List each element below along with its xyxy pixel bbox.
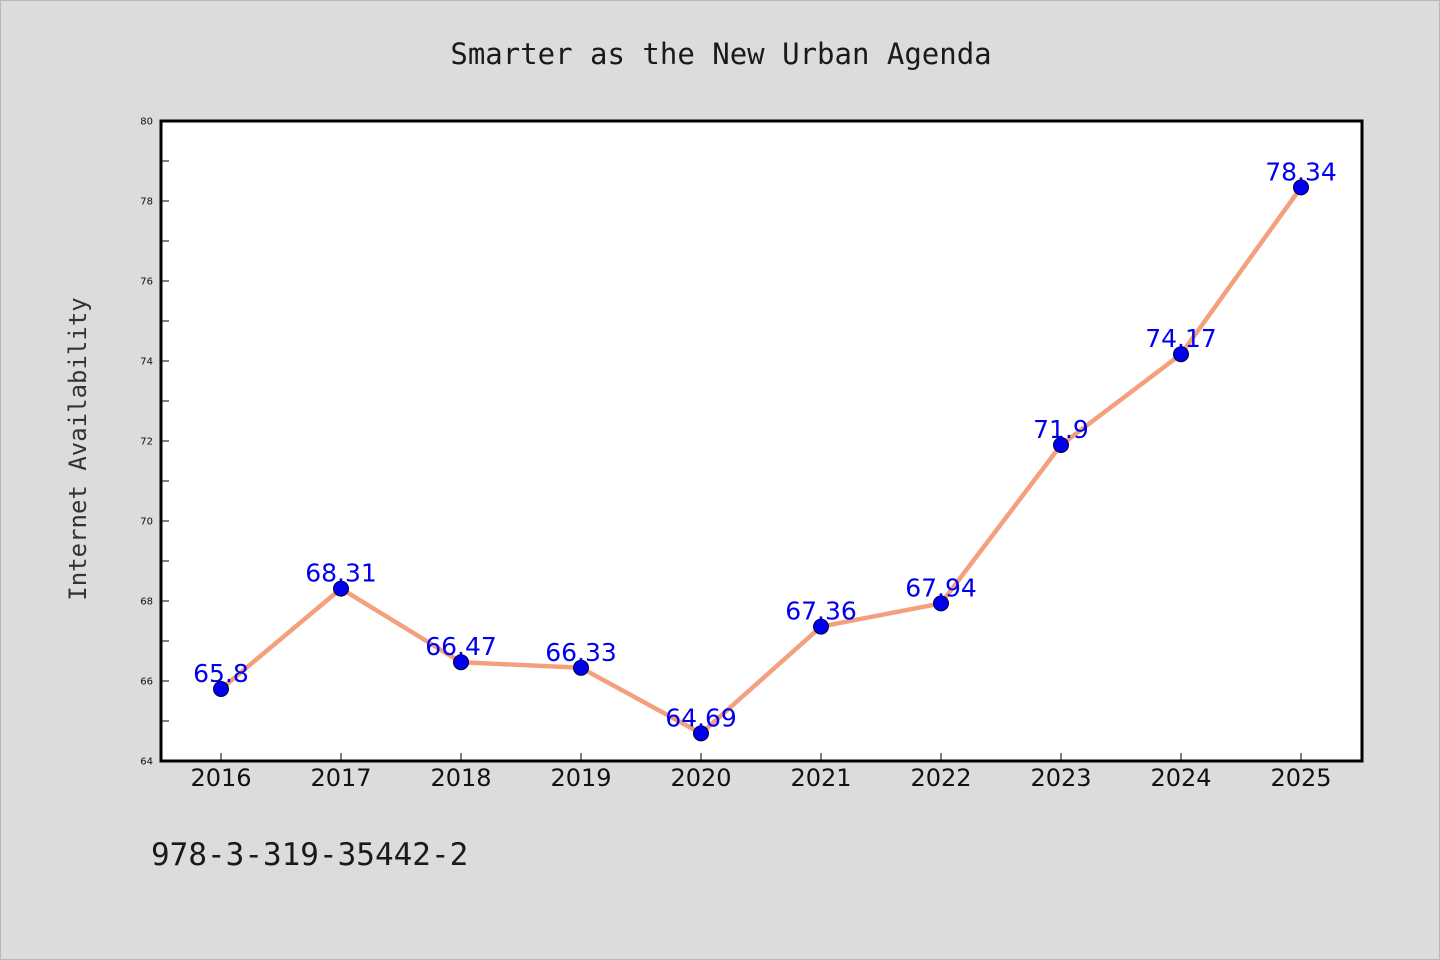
data-value-label: 65.8 (193, 659, 249, 688)
data-value-label: 64.69 (665, 703, 737, 732)
y-tick-label: 78 (140, 197, 153, 208)
plot-frame (159, 119, 1364, 763)
x-tick-label: 2017 (310, 764, 371, 792)
x-tick-label: 2025 (1270, 764, 1331, 792)
data-value-label: 66.47 (425, 632, 497, 661)
y-tick-label: 72 (140, 437, 153, 448)
x-tick-label: 2018 (430, 764, 491, 792)
data-point (1293, 179, 1309, 196)
data-point (1173, 346, 1189, 363)
x-axis-ticks: 2016 2017 2018 2019 2020 2021 2022 2023 2024 2025 (190, 753, 1332, 792)
data-value-label: 67.94 (905, 573, 977, 602)
data-point (813, 618, 829, 635)
x-tick-label: 2021 (790, 764, 851, 792)
y-tick-label: 80 (140, 117, 153, 128)
data-value-label: 67.36 (785, 597, 857, 626)
x-tick-label: 2022 (910, 764, 971, 792)
data-point (933, 595, 949, 612)
y-tick-label: 70 (140, 517, 153, 528)
y-tick-label: 68 (140, 597, 153, 608)
data-point (573, 659, 589, 676)
data-value-label: 78.34 (1265, 157, 1337, 186)
x-tick-label: 2020 (670, 764, 731, 792)
y-tick-label: 66 (140, 677, 153, 688)
data-value-label: 66.33 (545, 638, 617, 667)
y-tick-label: 74 (140, 357, 153, 368)
data-value-label: 68.31 (305, 559, 377, 588)
data-value-label: 74.17 (1145, 324, 1217, 353)
data-point (693, 725, 709, 742)
data-point (453, 654, 469, 671)
y-axis-label: Internet Availability (64, 297, 92, 600)
data-point (1053, 437, 1069, 453)
data-value-label: 71.9 (1033, 415, 1089, 444)
data-point (213, 681, 229, 697)
data-markers (213, 179, 1309, 742)
isbn-footer: 978-3-319-35442-2 (151, 837, 468, 873)
chart-title: Smarter as the New Urban Agenda (450, 37, 991, 71)
y-tick-label: 64 (140, 757, 153, 768)
x-tick-label: 2016 (190, 764, 251, 792)
y-tick-label: 76 (140, 277, 153, 288)
data-labels: 65.8 68.31 66.47 66.33 64.69 67.36 67.94 71.9 74… (193, 157, 1337, 732)
x-tick-label: 2024 (1150, 764, 1211, 792)
data-point (333, 580, 349, 597)
series-line (218, 185, 1304, 736)
x-tick-label: 2023 (1030, 764, 1091, 792)
plot-area (161, 121, 1362, 761)
y-axis-ticks: 64 66 68 70 72 74 76 78 80 (140, 117, 169, 768)
x-tick-label: 2019 (550, 764, 611, 792)
